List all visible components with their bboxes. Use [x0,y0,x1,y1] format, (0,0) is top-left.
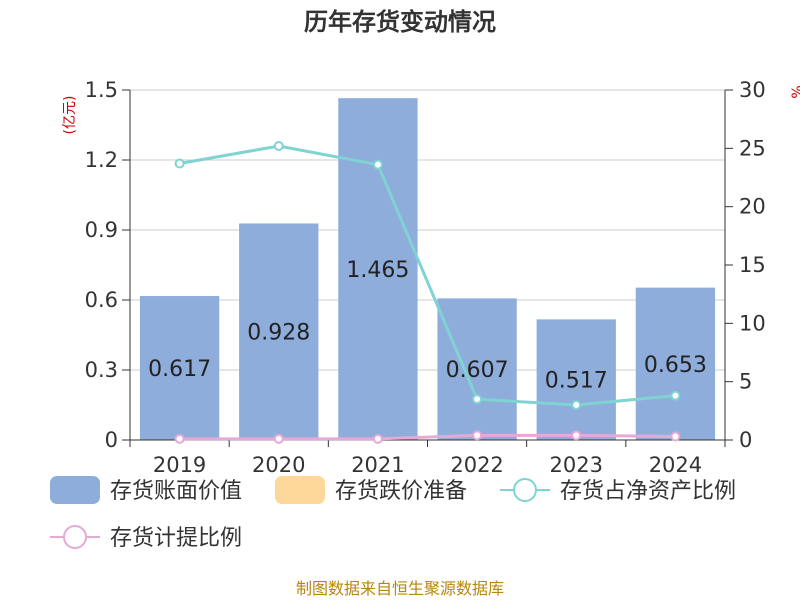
bar [536,319,616,440]
bar-value-label: 0.653 [644,353,707,378]
bar-value-label: 0.928 [247,321,310,346]
line-point [372,159,383,170]
bar-value-label: 0.517 [545,369,608,394]
right-axis-unit: % [790,85,800,98]
x-tick-label: 2019 [153,453,206,477]
left-tick-label: 0.3 [85,358,118,382]
legend-label: 存货账面价值 [110,479,242,504]
line-point [273,141,284,151]
chart-title: 历年存货变动情况 [304,8,496,36]
x-tick-label: 2020 [252,453,305,477]
right-tick-label: 5 [739,370,752,394]
bar-value-label: 1.465 [346,258,409,283]
left-tick-label: 0 [105,428,118,452]
bar [437,298,517,440]
axes: 0 0.3 0.6 0.9 1.2 1.5 0 5 10 15 20 25 30 (亿元)% 2019 202… [62,78,800,477]
bars [139,98,716,441]
right-tick-label: 0 [739,428,752,452]
left-tick-label: 1.2 [85,148,118,172]
line-point [670,431,681,442]
x-tick-label: 2022 [450,453,503,477]
right-tick-label: 30 [739,78,766,102]
legend-label: 存货跌价准备 [335,479,467,504]
bar-value-label: 0.607 [446,358,509,383]
line-point [472,394,483,405]
bar [635,287,716,440]
line-point [174,158,185,169]
series-line [179,144,676,407]
data-labels: 0.617 0.928 1.465 0.607 0.517 0.653 [148,258,707,394]
source-note: 制图数据来自恒生聚源数据库 [296,579,504,598]
bar [338,98,418,441]
right-tick-label: 20 [739,195,766,219]
bar-value-label: 0.617 [148,357,211,382]
line-point [472,430,483,441]
line-point [273,433,284,444]
x-tick-label: 2024 [649,453,702,477]
legend-swatch [50,476,100,504]
legend-label: 存货计提比例 [110,526,242,551]
left-tick-label: 1.5 [85,78,118,102]
legend-label: 存货占净资产比例 [560,479,736,504]
left-axis-unit: (亿元) [62,96,78,135]
bar [239,223,319,440]
series-line [179,433,676,441]
right-tick-label: 10 [739,311,766,335]
line-point [174,433,185,444]
left-tick-label: 0.9 [85,218,118,242]
legend-swatch-marker [63,525,87,549]
right-tick-label: 25 [739,136,766,160]
bar [139,296,220,440]
line-point [571,430,582,441]
line-point [571,400,582,410]
line-point [372,433,383,444]
right-tick-label: 15 [739,253,766,277]
legend-swatch-marker [513,478,537,502]
legend-swatch [275,476,325,504]
left-tick-label: 0.6 [85,288,118,312]
x-tick-label: 2021 [351,453,404,477]
x-tick-label: 2023 [550,453,603,477]
line-point [670,390,681,401]
lines [174,141,681,444]
